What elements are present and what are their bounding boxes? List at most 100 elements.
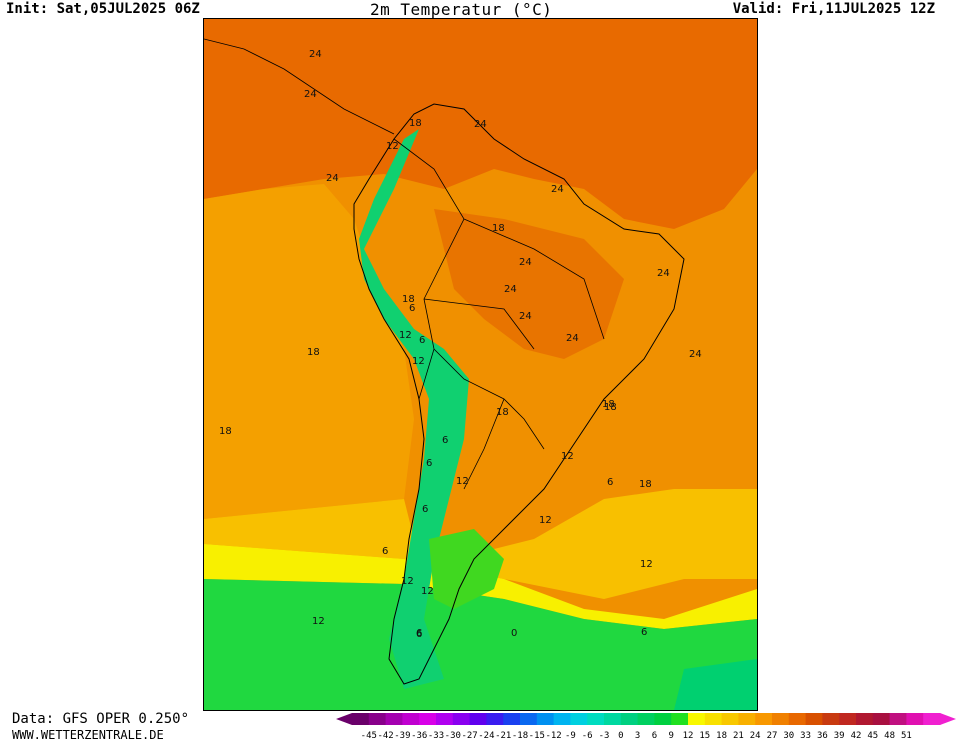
temperature-map: 24 24 18 12 24 24 24 18 24 24 24 24 24 24 18 6 12 6 12 18 18…: [203, 18, 758, 711]
legend-tick-label: -9: [565, 731, 576, 740]
map-title: 2m Temperatur (°C): [370, 0, 553, 19]
contour-label: 24: [504, 284, 517, 295]
legend-color-box: [856, 713, 874, 725]
init-time-label: Init: Sat,05JUL2025 06Z: [6, 1, 200, 17]
legend-color-box: [368, 713, 387, 725]
contour-label: 24: [519, 311, 532, 322]
contour-label: 18: [402, 294, 415, 305]
color-scale-legend: -45 -42 -39 -36 -33 -30 -27 -24 -21 -18 -15 -12 -9 -6…: [336, 713, 956, 740]
legend-tick-label: 21: [733, 731, 744, 740]
legend-tick-label: 30: [783, 731, 794, 740]
legend-tick-label: -6: [582, 731, 593, 740]
legend-color-box: [637, 713, 655, 725]
legend-tick-label: 18: [716, 731, 727, 740]
legend-color-box: [805, 713, 823, 725]
contour-label: 18: [602, 399, 615, 410]
legend-tick-label: 12: [683, 731, 694, 740]
legend-color-box: [452, 713, 471, 725]
legend-tick-label: 42: [851, 731, 862, 740]
contour-label: 24: [519, 257, 532, 268]
legend-tick-label: 51: [901, 731, 912, 740]
legend-color-box: [520, 713, 538, 725]
legend-color-box: [654, 713, 672, 725]
contour-label: 24: [657, 268, 670, 279]
legend-tick-label: 6: [652, 731, 657, 740]
contour-label: 12: [539, 515, 552, 526]
legend-tick-label: 36: [817, 731, 828, 740]
contour-label: 24: [326, 173, 339, 184]
contour-label: 18: [219, 426, 232, 437]
contour-label: 12: [386, 141, 399, 152]
central-america: [204, 38, 395, 135]
contour-label: 12: [399, 330, 412, 341]
contour-label: 12: [456, 476, 469, 487]
cool-zone-south: [204, 579, 757, 710]
contour-label: 18: [409, 118, 422, 129]
patagonia-green: [429, 529, 504, 609]
legend-color-box: [503, 713, 521, 725]
contour-label: 18: [307, 347, 320, 358]
contour-label: 12: [401, 576, 414, 587]
legend-color-box: [923, 713, 941, 725]
legend-tick-label: -15: [529, 731, 545, 740]
contour-label: 6: [416, 628, 422, 639]
contour-label: 12: [312, 616, 325, 627]
legend-tick-label: -3: [599, 731, 610, 740]
contour-label: 12: [412, 356, 425, 367]
contour-label: 24: [551, 184, 564, 195]
legend-color-box: [553, 713, 571, 725]
contour-label: 0: [511, 628, 517, 639]
legend-color-box: [772, 713, 790, 725]
legend-color-box: [872, 713, 891, 725]
contour-label: 18: [639, 479, 652, 490]
legend-tick-label: 0: [618, 731, 623, 740]
cold-zone-south: [674, 659, 757, 710]
website-label: WWW.WETTERZENTRALE.DE: [12, 728, 164, 742]
legend-color-box: [486, 713, 504, 725]
legend-color-box: [906, 713, 924, 725]
legend-arrow-left: [336, 713, 352, 725]
legend-color-box: [620, 713, 639, 725]
contour-label: 12: [421, 586, 434, 597]
contour-label: 6: [422, 504, 428, 515]
country-borders: [393, 138, 605, 490]
mild-zone-south: [204, 489, 757, 599]
andes-cold-strip: [359, 129, 469, 689]
legend-color-box: [688, 713, 706, 725]
legend-tick-label: -30: [445, 731, 461, 740]
legend-tick-label: -27: [461, 731, 477, 740]
legend-tick-label: -18: [512, 731, 528, 740]
legend-color-box: [704, 713, 723, 725]
legend-tick-label: -39: [394, 731, 410, 740]
legend-color-box: [469, 713, 487, 725]
contour-label: 24: [309, 49, 322, 60]
valid-time-label: Valid: Fri,11JUL2025 12Z: [732, 1, 935, 17]
contour-label: 6: [426, 458, 432, 469]
contour-label: 18: [492, 223, 505, 234]
legend-color-box: [788, 713, 807, 725]
legend-color-box: [839, 713, 857, 725]
legend-tick-label: -42: [377, 731, 393, 740]
contour-label: 18: [496, 407, 509, 418]
legend-color-box: [889, 713, 907, 725]
contour-label: 6: [409, 303, 415, 314]
legend-color-box: [604, 713, 622, 725]
legend-tick-label: 3: [635, 731, 640, 740]
contour-label: 6: [382, 546, 388, 557]
contour-label: 6: [641, 627, 647, 638]
legend-tick-label: 24: [750, 731, 761, 740]
legend-tick-label: 33: [800, 731, 811, 740]
legend-color-box: [570, 713, 588, 725]
legend-color-box: [822, 713, 840, 725]
legend-color-box: [536, 713, 555, 725]
legend-color-box: [385, 713, 403, 725]
legend-color-box: [671, 713, 689, 725]
legend-color-box: [419, 713, 437, 725]
legend-tick-label: 9: [668, 731, 673, 740]
legend-tick-label: 27: [767, 731, 778, 740]
legend-color-box: [587, 713, 605, 725]
legend-color-box: [436, 713, 454, 725]
legend-color-box: [402, 713, 420, 725]
